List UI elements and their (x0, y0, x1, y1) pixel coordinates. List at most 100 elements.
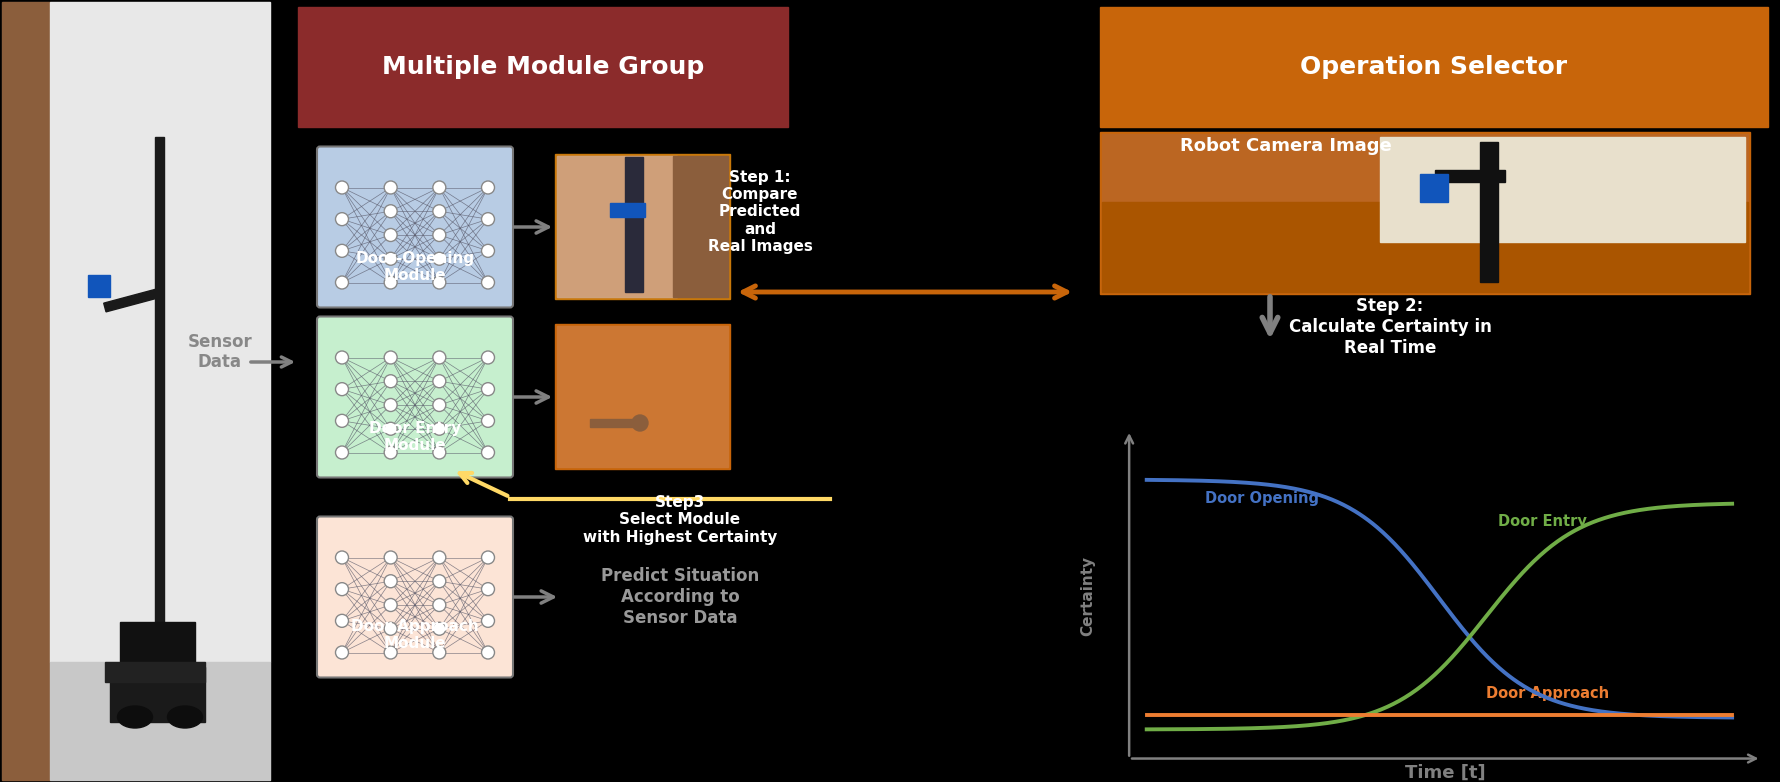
Text: Step 2:
Calculate Certainty in
Real Time: Step 2: Calculate Certainty in Real Time (1289, 297, 1490, 357)
Circle shape (433, 646, 445, 659)
Bar (625, 157, 643, 292)
Circle shape (335, 351, 349, 364)
Text: Door Approach
Module: Door Approach Module (351, 619, 479, 651)
Bar (1435, 170, 1504, 182)
Bar (2, 2, 271, 780)
Circle shape (433, 351, 445, 364)
Circle shape (481, 646, 495, 659)
Circle shape (384, 646, 397, 659)
Circle shape (481, 551, 495, 564)
Circle shape (384, 351, 397, 364)
Bar (1419, 174, 1447, 202)
Bar (1380, 137, 1744, 242)
Bar (1102, 134, 1746, 292)
Circle shape (433, 375, 445, 388)
Circle shape (433, 399, 445, 411)
Circle shape (481, 615, 495, 627)
Text: Step 1:
Compare
Predicted
and
Real Images: Step 1: Compare Predicted and Real Image… (707, 170, 812, 254)
Circle shape (481, 213, 495, 226)
Circle shape (481, 351, 495, 364)
Text: Door Approach: Door Approach (1486, 686, 1609, 701)
Circle shape (384, 228, 397, 242)
Text: Step3
Select Module
with Highest Certainty: Step3 Select Module with Highest Certain… (582, 495, 776, 545)
Circle shape (335, 276, 349, 289)
Bar (1100, 132, 1750, 294)
Circle shape (335, 551, 349, 564)
Bar (557, 326, 728, 467)
Bar (557, 156, 676, 297)
Circle shape (384, 622, 397, 635)
Circle shape (433, 205, 445, 217)
Bar (50, 662, 271, 780)
Bar (557, 156, 676, 297)
Circle shape (335, 382, 349, 396)
Circle shape (433, 276, 445, 289)
Circle shape (384, 422, 397, 436)
Circle shape (433, 575, 445, 588)
Bar (87, 275, 110, 297)
Ellipse shape (167, 706, 203, 728)
X-axis label: Time [t]: Time [t] (1404, 764, 1485, 782)
Text: Door Entry: Door Entry (1497, 514, 1586, 529)
Text: Door-Opening
Module: Door-Opening Module (356, 251, 473, 283)
Circle shape (481, 446, 495, 459)
Bar (2, 2, 50, 780)
Circle shape (335, 615, 349, 627)
Text: Door Entry
Module: Door Entry Module (368, 421, 461, 454)
Bar (611, 203, 644, 217)
Text: Sensor
Data: Sensor Data (187, 332, 253, 371)
Circle shape (384, 276, 397, 289)
Bar (673, 156, 728, 297)
Text: Predict Situation
According to
Sensor Data: Predict Situation According to Sensor Da… (600, 567, 758, 627)
Circle shape (384, 575, 397, 588)
Text: Door Opening: Door Opening (1205, 491, 1319, 506)
FancyBboxPatch shape (317, 317, 513, 478)
Circle shape (335, 414, 349, 427)
Bar (1102, 202, 1746, 292)
Text: Certainty: Certainty (1080, 556, 1095, 636)
Circle shape (481, 583, 495, 596)
Circle shape (481, 414, 495, 427)
Circle shape (384, 551, 397, 564)
Bar (1100, 7, 1768, 127)
Circle shape (433, 228, 445, 242)
Bar (555, 324, 730, 469)
Bar (105, 662, 205, 682)
Bar (555, 154, 730, 299)
Circle shape (433, 622, 445, 635)
Circle shape (433, 446, 445, 459)
Bar (297, 7, 787, 127)
Circle shape (384, 375, 397, 388)
Circle shape (433, 253, 445, 265)
Bar (103, 289, 158, 312)
Bar (110, 667, 205, 722)
Circle shape (433, 598, 445, 612)
Circle shape (433, 551, 445, 564)
Circle shape (335, 181, 349, 194)
Circle shape (433, 422, 445, 436)
Bar (119, 622, 194, 682)
Circle shape (384, 205, 397, 217)
Bar (155, 137, 164, 667)
FancyBboxPatch shape (317, 146, 513, 307)
Circle shape (384, 181, 397, 194)
Bar (50, 2, 271, 662)
Circle shape (632, 415, 648, 431)
Circle shape (384, 598, 397, 612)
Circle shape (384, 446, 397, 459)
Circle shape (481, 181, 495, 194)
Circle shape (433, 181, 445, 194)
Circle shape (481, 244, 495, 257)
Circle shape (481, 382, 495, 396)
Ellipse shape (117, 706, 153, 728)
Bar (1479, 142, 1497, 282)
Circle shape (335, 646, 349, 659)
Circle shape (335, 213, 349, 226)
Circle shape (384, 253, 397, 265)
Circle shape (335, 583, 349, 596)
FancyBboxPatch shape (317, 516, 513, 677)
Text: Robot Camera Image: Robot Camera Image (1180, 137, 1390, 155)
Circle shape (335, 244, 349, 257)
Bar (589, 419, 639, 427)
Circle shape (335, 446, 349, 459)
